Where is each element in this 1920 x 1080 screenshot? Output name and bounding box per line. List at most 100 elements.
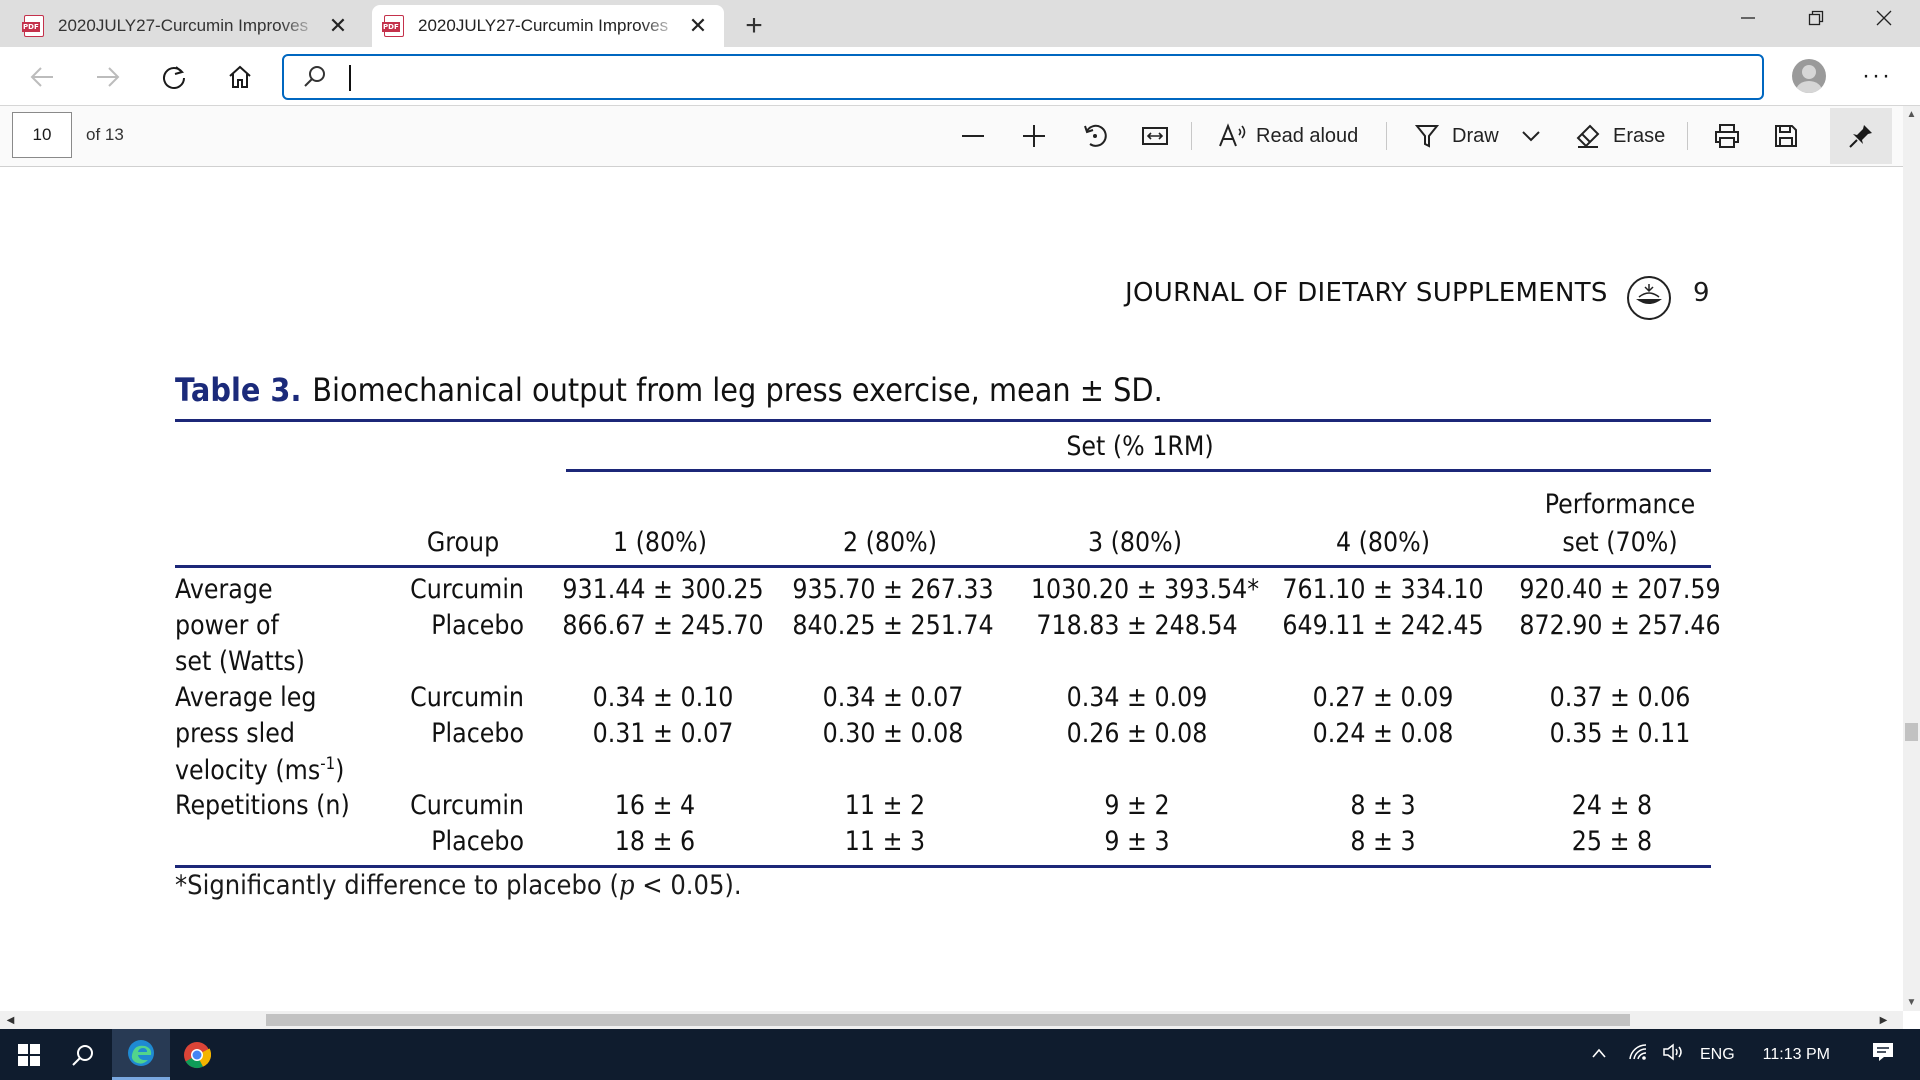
plus-icon bbox=[1023, 125, 1045, 147]
read-aloud-button[interactable]: Read aloud bbox=[1218, 114, 1358, 158]
tab-pdf-1[interactable]: PDF 2020JULY27-Curcumin Improves ✕ bbox=[12, 5, 364, 47]
profile-icon[interactable] bbox=[1792, 59, 1826, 93]
table-label: Table 3. bbox=[175, 371, 302, 409]
footnote-p: p bbox=[618, 870, 635, 901]
group-curcumin: Curcumin bbox=[410, 790, 524, 821]
power-placebo-set4: 649.11 ± 242.45 bbox=[1282, 610, 1484, 641]
power-curcumin-set4: 761.10 ± 334.10 bbox=[1282, 574, 1484, 605]
navigation-bar: ··· bbox=[0, 47, 1920, 106]
close-icon bbox=[1876, 10, 1892, 26]
reps-curcumin-set4: 8 ± 3 bbox=[1350, 790, 1416, 821]
power-curcumin-set1: 931.44 ± 300.25 bbox=[562, 574, 764, 605]
close-window-button[interactable] bbox=[1856, 0, 1912, 36]
power-curcumin-set3: 1030.20 ± 393.54* bbox=[1030, 574, 1260, 605]
zoom-in-button[interactable] bbox=[1021, 114, 1047, 158]
minimize-icon bbox=[1741, 17, 1755, 19]
page-number-input[interactable]: 10 bbox=[12, 112, 72, 158]
header-performance: Performance bbox=[1544, 489, 1696, 520]
scroll-up-icon[interactable]: ▲ bbox=[1906, 109, 1917, 120]
minimize-button[interactable] bbox=[1720, 0, 1776, 36]
power-placebo-set1: 866.67 ± 245.70 bbox=[562, 610, 764, 641]
forward-button[interactable] bbox=[86, 55, 130, 99]
rotate-button[interactable] bbox=[1082, 114, 1108, 158]
read-aloud-label: Read aloud bbox=[1256, 124, 1359, 147]
clock-time[interactable]: 11:13 PM bbox=[1762, 1045, 1830, 1063]
draw-options-dropdown[interactable] bbox=[1520, 114, 1542, 158]
restore-button[interactable] bbox=[1788, 0, 1844, 36]
wifi-icon[interactable] bbox=[1628, 1043, 1650, 1066]
search-button[interactable] bbox=[54, 1029, 112, 1080]
close-tab-icon[interactable]: ✕ bbox=[688, 13, 708, 38]
address-bar[interactable] bbox=[282, 54, 1764, 100]
save-button[interactable] bbox=[1773, 114, 1799, 158]
input-language[interactable]: ENG bbox=[1700, 1045, 1735, 1063]
header-set2: 2 (80%) bbox=[842, 527, 938, 558]
toolbar-separator bbox=[1386, 122, 1387, 150]
volume-icon[interactable] bbox=[1662, 1042, 1686, 1067]
row-label-velocity: velocity (ms-1) bbox=[175, 754, 344, 786]
running-head: JOURNAL OF DIETARY SUPPLEMENTS bbox=[1125, 278, 1608, 308]
row-label-power: set (Watts) bbox=[175, 646, 305, 677]
table-caption: Table 3. Biomechanical output from leg pr… bbox=[175, 371, 1163, 409]
header-performance-set: set (70%) bbox=[1562, 527, 1678, 558]
horizontal-scroll-thumb[interactable] bbox=[266, 1014, 1630, 1026]
fit-width-button[interactable] bbox=[1141, 114, 1169, 158]
pdf-page: JOURNAL OF DIETARY SUPPLEMENTS 9 Table 3… bbox=[0, 168, 1903, 1011]
power-placebo-perf: 872.90 ± 257.46 bbox=[1519, 610, 1721, 641]
more-icon[interactable]: ··· bbox=[1862, 62, 1892, 89]
group-placebo: Placebo bbox=[431, 610, 524, 641]
header-group: Group bbox=[426, 527, 500, 558]
search-icon bbox=[304, 66, 325, 87]
restore-icon bbox=[1808, 10, 1824, 26]
windows-start-icon bbox=[18, 1043, 40, 1066]
table-footnote: *Significantly difference to placebo (p … bbox=[175, 870, 742, 901]
start-button[interactable] bbox=[0, 1029, 58, 1080]
pdf-toolbar: 10 of 13 Read aloud Draw bbox=[0, 106, 1903, 167]
group-curcumin: Curcumin bbox=[410, 682, 524, 713]
draw-button[interactable]: Draw bbox=[1414, 114, 1499, 158]
header-rule bbox=[175, 565, 1711, 568]
system-tray: ENG 11:13 PM bbox=[1588, 1029, 1894, 1080]
chrome-taskbar-button[interactable] bbox=[168, 1029, 226, 1080]
power-placebo-set3: 718.83 ± 248.54 bbox=[1036, 610, 1238, 641]
print-button[interactable] bbox=[1713, 114, 1741, 158]
velocity-curcumin-set3: 0.34 ± 0.09 bbox=[1066, 682, 1208, 713]
new-tab-button[interactable]: + bbox=[745, 9, 763, 42]
scroll-down-icon[interactable]: ▼ bbox=[1906, 997, 1917, 1008]
horizontal-scrollbar[interactable]: ◀ ▶ bbox=[0, 1011, 1903, 1029]
velocity-placebo-set2: 0.30 ± 0.08 bbox=[822, 718, 964, 749]
edge-icon bbox=[128, 1040, 154, 1066]
refresh-button[interactable] bbox=[152, 55, 196, 99]
tab-pdf-2-active[interactable]: PDF 2020JULY27-Curcumin Improves ✕ bbox=[372, 5, 724, 47]
vertical-scrollbar[interactable]: ▲ ▼ bbox=[1903, 106, 1920, 1011]
page-number: 9 bbox=[1693, 278, 1710, 308]
tab-title: 2020JULY27-Curcumin Improves bbox=[58, 16, 309, 35]
scroll-right-icon[interactable]: ▶ bbox=[1879, 1014, 1888, 1026]
eraser-icon bbox=[1576, 124, 1600, 148]
back-icon bbox=[30, 67, 53, 87]
pin-toolbar-button[interactable] bbox=[1830, 108, 1892, 164]
chevron-up-icon[interactable] bbox=[1588, 1046, 1610, 1064]
velocity-curcumin-set2: 0.34 ± 0.07 bbox=[822, 682, 964, 713]
erase-button[interactable]: Erase bbox=[1575, 114, 1665, 158]
reps-curcumin-set1: 16 ± 4 bbox=[614, 790, 696, 821]
velocity-placebo-set1: 0.31 ± 0.07 bbox=[592, 718, 734, 749]
vertical-scroll-thumb[interactable] bbox=[1905, 723, 1918, 741]
minus-icon bbox=[962, 135, 984, 137]
row-label-power: Average bbox=[175, 574, 273, 605]
edge-taskbar-button[interactable] bbox=[112, 1029, 170, 1080]
back-button[interactable] bbox=[20, 55, 64, 99]
chrome-icon bbox=[184, 1041, 211, 1068]
notification-icon[interactable] bbox=[1872, 1042, 1894, 1067]
zoom-out-button[interactable] bbox=[960, 114, 986, 158]
scroll-left-icon[interactable]: ◀ bbox=[6, 1014, 15, 1026]
reps-curcumin-set3: 9 ± 2 bbox=[1104, 790, 1170, 821]
group-placebo: Placebo bbox=[431, 718, 524, 749]
spanner-rule bbox=[566, 469, 1711, 472]
close-tab-icon[interactable]: ✕ bbox=[328, 13, 348, 38]
home-button[interactable] bbox=[218, 55, 262, 99]
power-curcumin-set2: 935.70 ± 267.33 bbox=[792, 574, 994, 605]
fit-width-icon bbox=[1142, 127, 1168, 145]
header-set4: 4 (80%) bbox=[1335, 527, 1431, 558]
velocity-curcumin-set4: 0.27 ± 0.09 bbox=[1312, 682, 1454, 713]
